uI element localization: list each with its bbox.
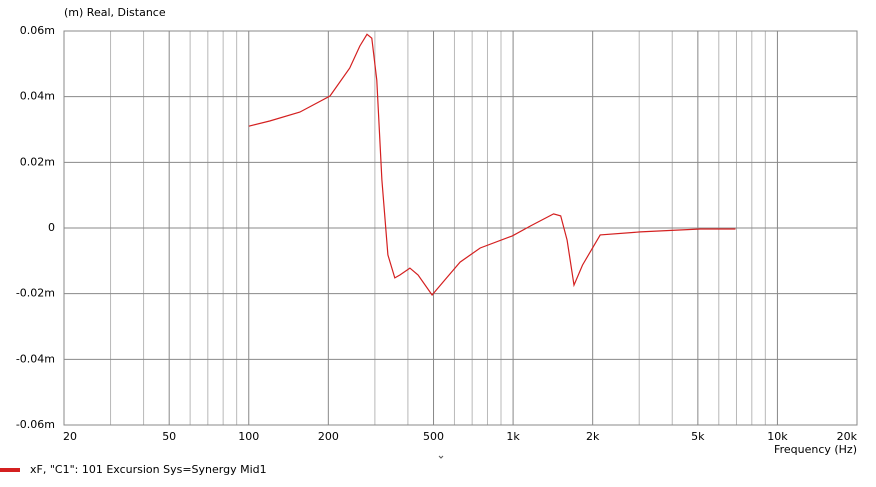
y-tick-label: 0.04m <box>20 90 55 103</box>
x-axis-label: Frequency (Hz) <box>774 443 857 456</box>
y-tick-label: 0 <box>48 221 55 234</box>
x-tick-label: 20k <box>837 430 858 443</box>
y-tick-label: 0.06m <box>20 24 55 37</box>
y-tick-label: -0.06m <box>16 418 55 431</box>
x-tick-label: 100 <box>238 430 259 443</box>
legend-label: xF, "C1": 101 Excursion Sys=Synergy Mid1 <box>30 463 267 476</box>
y-tick-label: -0.02m <box>16 287 55 300</box>
y-axis-label: (m) Real, Distance <box>64 6 166 19</box>
series-line <box>248 33 736 296</box>
x-tick-label: 500 <box>423 430 444 443</box>
x-tick-label: 10k <box>767 430 788 443</box>
y-tick-label: 0.02m <box>20 155 55 168</box>
x-tick-label: 50 <box>162 430 176 443</box>
x-tick-label: 1k <box>506 430 520 443</box>
y-tick-label: -0.04m <box>16 352 55 365</box>
scroll-hint <box>438 455 444 459</box>
x-tick-label: 5k <box>691 430 705 443</box>
x-tick-label: 200 <box>318 430 339 443</box>
x-tick-label: 20 <box>63 430 77 443</box>
x-tick-label: 2k <box>586 430 600 443</box>
